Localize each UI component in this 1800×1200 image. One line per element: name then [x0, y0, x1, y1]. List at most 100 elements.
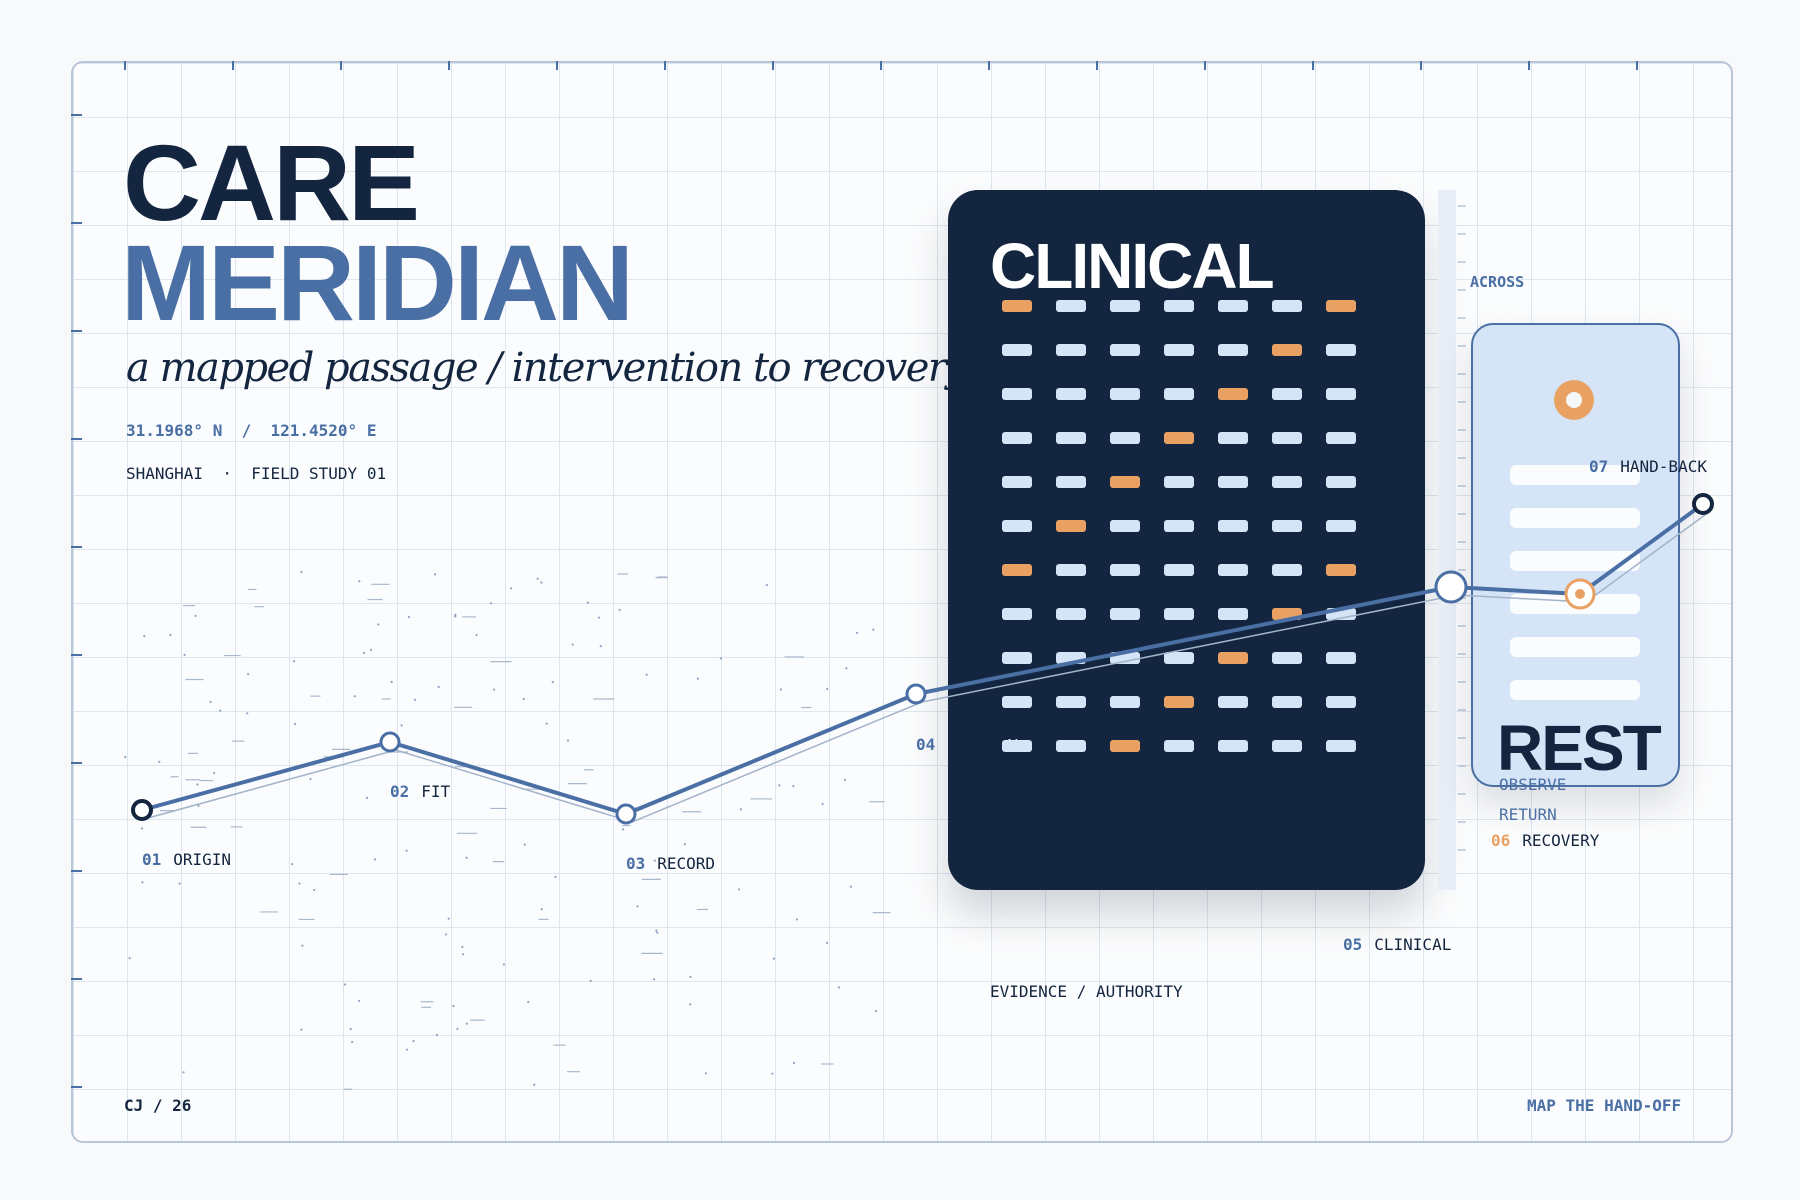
texture-dot [475, 633, 478, 637]
grid-cell [1272, 300, 1302, 312]
grid-cell [1002, 388, 1032, 400]
texture-dot [365, 796, 369, 799]
grid-cell [1056, 476, 1086, 488]
edge-tick [1458, 429, 1466, 431]
texture-dot [696, 677, 699, 680]
grid-cell [1326, 300, 1356, 312]
texture-dot [872, 628, 875, 631]
texture-dot [140, 827, 144, 830]
texture-dot [407, 615, 411, 619]
texture-dot [653, 859, 656, 862]
grid-cell [1164, 476, 1194, 488]
rest-bar [1510, 508, 1640, 528]
grid-cell [1272, 520, 1302, 532]
grid-cell [1056, 740, 1086, 752]
grid-cell [1326, 740, 1356, 752]
grid-cell [1218, 520, 1248, 532]
grid-cell [1002, 300, 1032, 312]
texture-dot [377, 623, 380, 626]
texture-dot [586, 601, 589, 604]
texture-dot [406, 1048, 409, 1051]
texture-dot [461, 953, 465, 956]
edge-tick [1458, 485, 1466, 487]
edge-tick [1458, 513, 1466, 515]
texture-dot [291, 862, 294, 866]
grid-cell [1056, 564, 1086, 576]
edge-tick [1458, 625, 1466, 627]
rest-sub-label: RETURN [1499, 805, 1557, 824]
texture-dot [683, 843, 686, 846]
edge-label: ACROSS [1470, 273, 1525, 291]
texture-dot [689, 1003, 692, 1006]
grid-cell [1002, 740, 1032, 752]
texture-dot [636, 905, 639, 908]
grid-cell [1056, 520, 1086, 532]
waypoint-label-05: 05 CLINICAL [1343, 935, 1452, 954]
clinical-title: CLINICAL [990, 230, 1275, 302]
clinical-partial-label: AL [1005, 736, 1024, 754]
waypoint-marker-02 [379, 731, 401, 753]
texture-dot [545, 722, 548, 725]
title-line-1: CARE [123, 122, 420, 243]
grid-cell [1272, 740, 1302, 752]
grid-cell [1110, 476, 1140, 488]
texture-dot [551, 680, 554, 684]
title-line-2: MERIDIAN [121, 222, 634, 343]
edge-tick [1458, 233, 1466, 235]
waypoint-label-03: 03 RECORD [626, 854, 716, 873]
texture-dot [465, 1022, 468, 1025]
grid-cell [1056, 696, 1086, 708]
grid-cell [1056, 300, 1086, 312]
texture-dot [843, 778, 847, 781]
edge-tick [1458, 849, 1466, 851]
rest-bar [1510, 551, 1640, 571]
texture-dot [313, 888, 316, 892]
texture-dot [618, 608, 621, 611]
edge-tick [1458, 373, 1466, 375]
texture-dot [349, 1028, 352, 1031]
grid-cell [1164, 344, 1194, 356]
grid-cell [1272, 388, 1302, 400]
texture-dot [246, 712, 249, 715]
texture-dot [739, 808, 742, 811]
texture-dot [300, 1028, 303, 1031]
waypoint-marker-04 [905, 683, 927, 705]
texture-dot [219, 709, 222, 712]
grid-cell [1110, 388, 1140, 400]
texture-dot [182, 1071, 185, 1074]
grid-cell [1218, 344, 1248, 356]
texture-dot [293, 722, 297, 726]
texture-dot [502, 963, 505, 966]
footer-tagline: MAP THE HAND-OFF [1527, 1096, 1682, 1115]
texture-dot [447, 917, 450, 920]
grid-cell [1056, 608, 1086, 620]
grid-cell [1218, 652, 1248, 664]
texture-dot [837, 986, 841, 989]
grid-cell [1218, 696, 1248, 708]
texture-dot [353, 695, 356, 698]
edge-tick [1458, 541, 1466, 543]
texture-dot [492, 688, 496, 691]
grid-cell [1272, 476, 1302, 488]
grid-cell [1110, 608, 1140, 620]
grid-cell [1002, 608, 1032, 620]
texture-dot [599, 645, 602, 648]
grid-cell [1272, 696, 1302, 708]
edge-tick [1458, 205, 1466, 207]
texture-dot [292, 660, 296, 663]
texture-dot [490, 602, 493, 605]
grid-cell [1326, 652, 1356, 664]
texture-dot [849, 885, 852, 888]
edge-tick [1458, 653, 1466, 655]
clinical-card-edge [1438, 190, 1456, 890]
grid-cell [1164, 696, 1194, 708]
texture-dot [778, 784, 781, 787]
texture-dot [298, 882, 301, 885]
grid-cell [1218, 608, 1248, 620]
grid-cell [1218, 388, 1248, 400]
waypoint-label-04: 04 [916, 735, 936, 754]
texture-dot [196, 783, 199, 786]
route-line [141, 502, 1705, 816]
edge-tick [1458, 765, 1466, 767]
